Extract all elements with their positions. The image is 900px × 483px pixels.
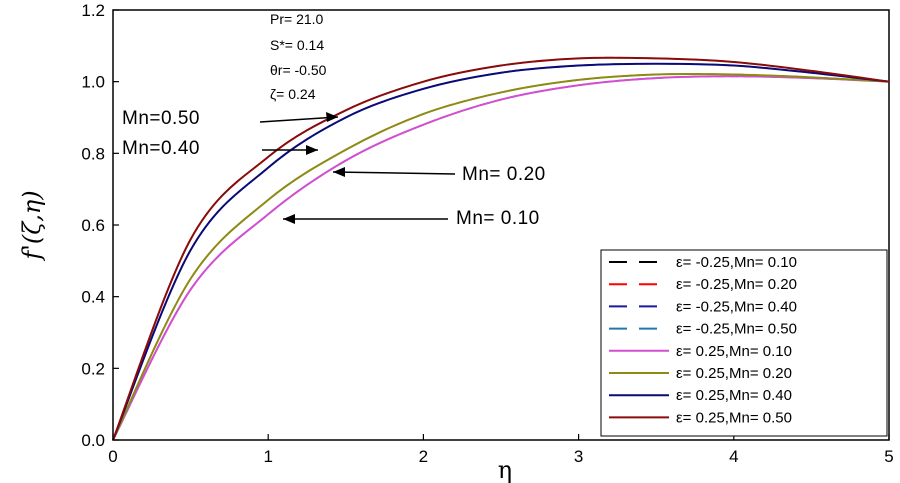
param-s: S*= 0.14	[270, 37, 324, 53]
annotations: Mn=0.50 Mn=0.40 Mn= 0.20 Mn= 0.10	[122, 108, 546, 229]
x-tick-label: 4	[729, 447, 738, 466]
legend: ε= -0.25,Mn= 0.10 ε= -0.25,Mn= 0.20 ε= -0.…	[600, 249, 888, 437]
legend-box	[600, 249, 888, 437]
tick-layer: 0 1 2 3 4 5 0.0 0.2 0.4 0.6 0.8 1.0 1.2	[81, 1, 893, 466]
y-tick-label: 1.2	[81, 1, 105, 20]
y-tick-label: 0.4	[81, 288, 105, 307]
param-zeta: ζ= 0.24	[270, 86, 316, 102]
legend-label-6: ε= 0.25,Mn= 0.40	[676, 387, 792, 404]
y-tick-label: 0.8	[81, 144, 105, 163]
x-tick-label: 3	[574, 447, 583, 466]
legend-label-0: ε= -0.25,Mn= 0.10	[676, 254, 797, 271]
arrowhead-mn-020	[333, 167, 345, 177]
legend-label-7: ε= 0.25,Mn= 0.50	[676, 409, 792, 426]
legend-label-3: ε= -0.25,Mn= 0.50	[676, 321, 797, 338]
series-line-7	[112, 56, 890, 441]
legend-label-4: ε= 0.25,Mn= 0.10	[676, 343, 792, 360]
series-line-4	[112, 75, 890, 441]
annotation-mn-050: Mn=0.50	[122, 108, 200, 129]
annotation-mn-020: Mn= 0.20	[462, 164, 546, 185]
series-line-6	[112, 62, 890, 441]
y-tick-label: 1.0	[81, 73, 105, 92]
legend-label-5: ε= 0.25,Mn= 0.20	[676, 365, 792, 382]
y-tick-label: 0.2	[81, 359, 105, 378]
y-axis-label: f'(ζ,η)	[18, 190, 46, 261]
y-tick-label: 0.6	[81, 216, 105, 235]
x-tick-label: 5	[884, 447, 893, 466]
x-tick-label: 1	[263, 447, 272, 466]
series-line-5	[112, 72, 890, 441]
annotation-mn-040: Mn=0.40	[122, 138, 200, 159]
arrowhead-mn-050	[326, 112, 338, 122]
param-pr: Pr= 21.0	[270, 11, 324, 27]
param-theta: θr= -0.50	[270, 62, 327, 78]
series-layer	[112, 56, 890, 441]
x-tick-label: 2	[419, 447, 428, 466]
arrowhead-mn-010	[283, 214, 295, 224]
annotation-mn-010: Mn= 0.10	[456, 208, 540, 229]
x-axis-label: η	[498, 456, 512, 483]
arrowhead-mn-040	[306, 145, 318, 155]
annotation-arrow-mn-020	[332, 171, 456, 175]
x-tick-label: 0	[108, 447, 117, 466]
legend-label-1: ε= -0.25,Mn= 0.20	[676, 276, 797, 293]
legend-label-2: ε= -0.25,Mn= 0.40	[676, 298, 797, 315]
annotation-arrow-mn-050	[259, 116, 339, 123]
y-tick-label: 0.0	[81, 431, 105, 450]
